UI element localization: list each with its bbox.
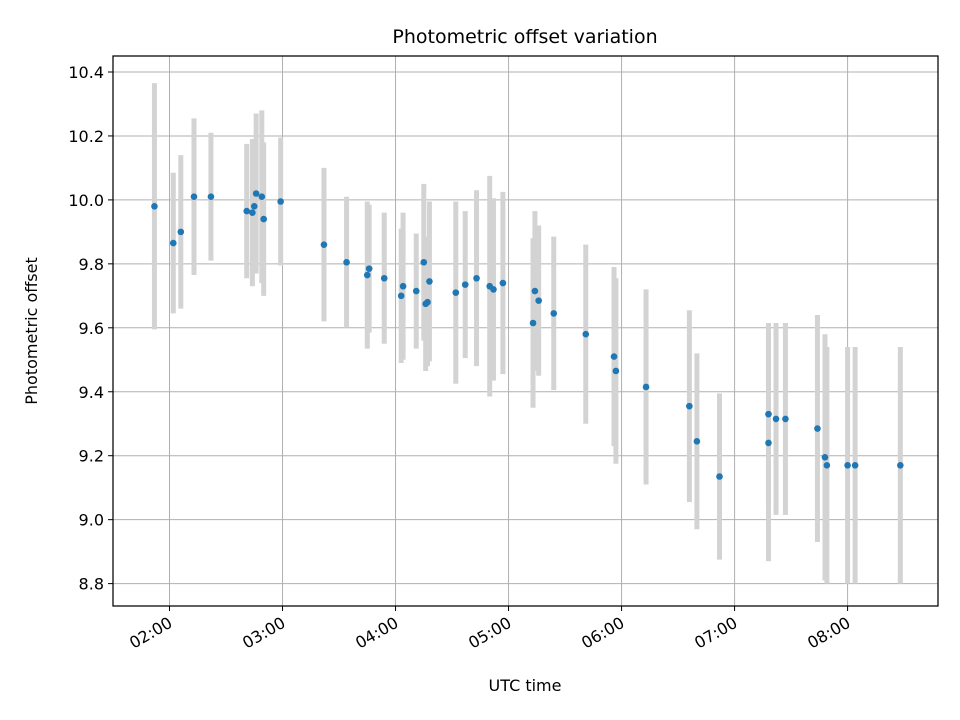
data-point: [823, 462, 831, 469]
y-tick-label: 9.0: [79, 511, 104, 530]
data-point: [686, 402, 693, 410]
y-tick-label: 8.8: [79, 575, 104, 594]
data-point: [258, 193, 266, 200]
data-point: [529, 319, 537, 327]
data-point: [490, 286, 497, 293]
data-point: [610, 353, 618, 360]
data-point: [851, 462, 859, 469]
data-point: [249, 209, 256, 216]
grid: [113, 56, 938, 606]
y-tick-label: 9.8: [79, 255, 104, 274]
data-point: [252, 190, 260, 197]
data-point: [243, 207, 251, 215]
data-points: [151, 190, 904, 480]
data-point: [499, 279, 507, 287]
data-point: [582, 330, 590, 338]
data-point: [412, 287, 420, 295]
data-point: [151, 202, 158, 210]
data-point: [461, 281, 469, 288]
data-point: [452, 289, 460, 296]
data-point: [772, 415, 780, 423]
data-point: [420, 258, 428, 266]
y-tick-label: 10.0: [68, 191, 104, 210]
data-point: [207, 193, 215, 200]
y-tick-label: 9.2: [79, 447, 104, 466]
data-point: [343, 258, 350, 266]
data-point: [190, 193, 198, 200]
plot-frame: [112, 55, 939, 607]
data-point: [782, 415, 789, 423]
x-axis-label: UTC time: [489, 676, 562, 695]
data-point: [765, 439, 772, 447]
data-point: [260, 215, 267, 223]
data-point: [693, 438, 701, 445]
data-point: [380, 274, 388, 282]
data-point: [535, 297, 542, 304]
data-point: [320, 241, 328, 248]
data-point: [897, 462, 904, 469]
y-axis-label: Photometric offset: [22, 257, 41, 405]
y-tick-label: 9.6: [79, 319, 104, 338]
y-tick-label: 9.4: [79, 383, 104, 402]
chart-title: Photometric offset variation: [392, 26, 657, 48]
data-point: [612, 367, 620, 375]
data-point: [399, 282, 407, 290]
data-point: [642, 383, 650, 391]
y-tick-label: 10.2: [68, 127, 104, 146]
data-point: [814, 425, 821, 432]
data-point: [844, 462, 851, 469]
data-point: [424, 298, 431, 306]
y-tick-label: 10.4: [68, 63, 104, 82]
data-point: [177, 228, 185, 236]
data-point: [363, 271, 371, 279]
data-point: [277, 198, 284, 205]
data-point: [531, 287, 539, 295]
data-point: [250, 202, 258, 210]
data-point: [365, 265, 373, 272]
data-point: [821, 454, 829, 461]
data-point: [716, 473, 723, 480]
data-point: [473, 274, 480, 282]
data-point: [550, 310, 558, 317]
data-point: [397, 292, 405, 300]
data-point: [426, 278, 433, 285]
data-point: [169, 239, 177, 247]
data-point: [765, 410, 772, 418]
